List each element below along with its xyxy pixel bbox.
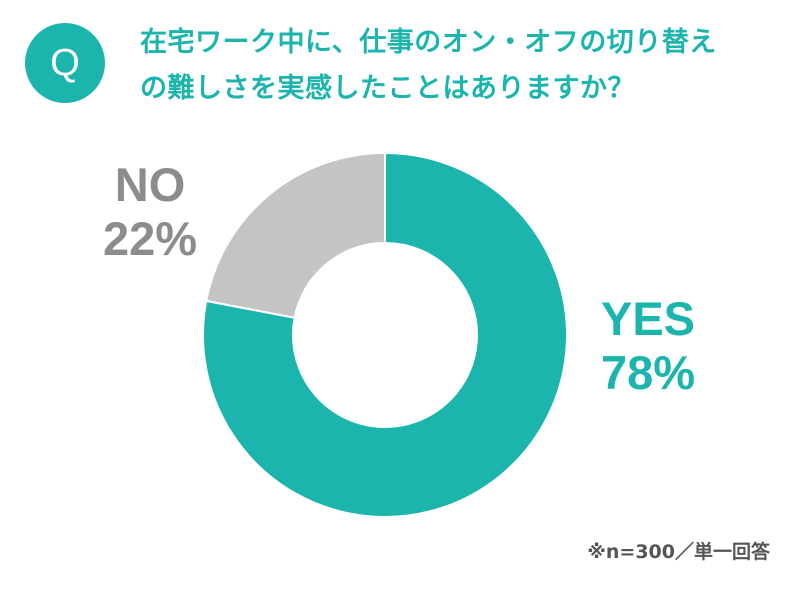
donut-slices bbox=[202, 151, 568, 518]
no-label-value: 22% bbox=[102, 212, 198, 266]
yes-label-value: 78% bbox=[600, 346, 696, 400]
question-title-line-1: 在宅ワーク中に、仕事のオン・オフの切り替え bbox=[140, 27, 717, 58]
slice-yes bbox=[202, 151, 568, 518]
yes-label: YES 78% bbox=[568, 292, 728, 400]
no-label: NO 22% bbox=[70, 158, 230, 266]
question-title: 在宅ワーク中に、仕事のオン・オフの切り替え の難しさを実感したことはありますか？ bbox=[140, 20, 780, 112]
question-badge-letter: Q bbox=[50, 42, 80, 84]
slice-no bbox=[205, 151, 386, 319]
question-badge: Q bbox=[25, 23, 105, 103]
no-label-name: NO bbox=[114, 158, 186, 211]
sample-note: ※n=300／単一回答 bbox=[587, 541, 770, 563]
yes-label-name: YES bbox=[600, 292, 696, 345]
question-title-line-2: の難しさを実感したことはありますか？ bbox=[140, 73, 635, 104]
